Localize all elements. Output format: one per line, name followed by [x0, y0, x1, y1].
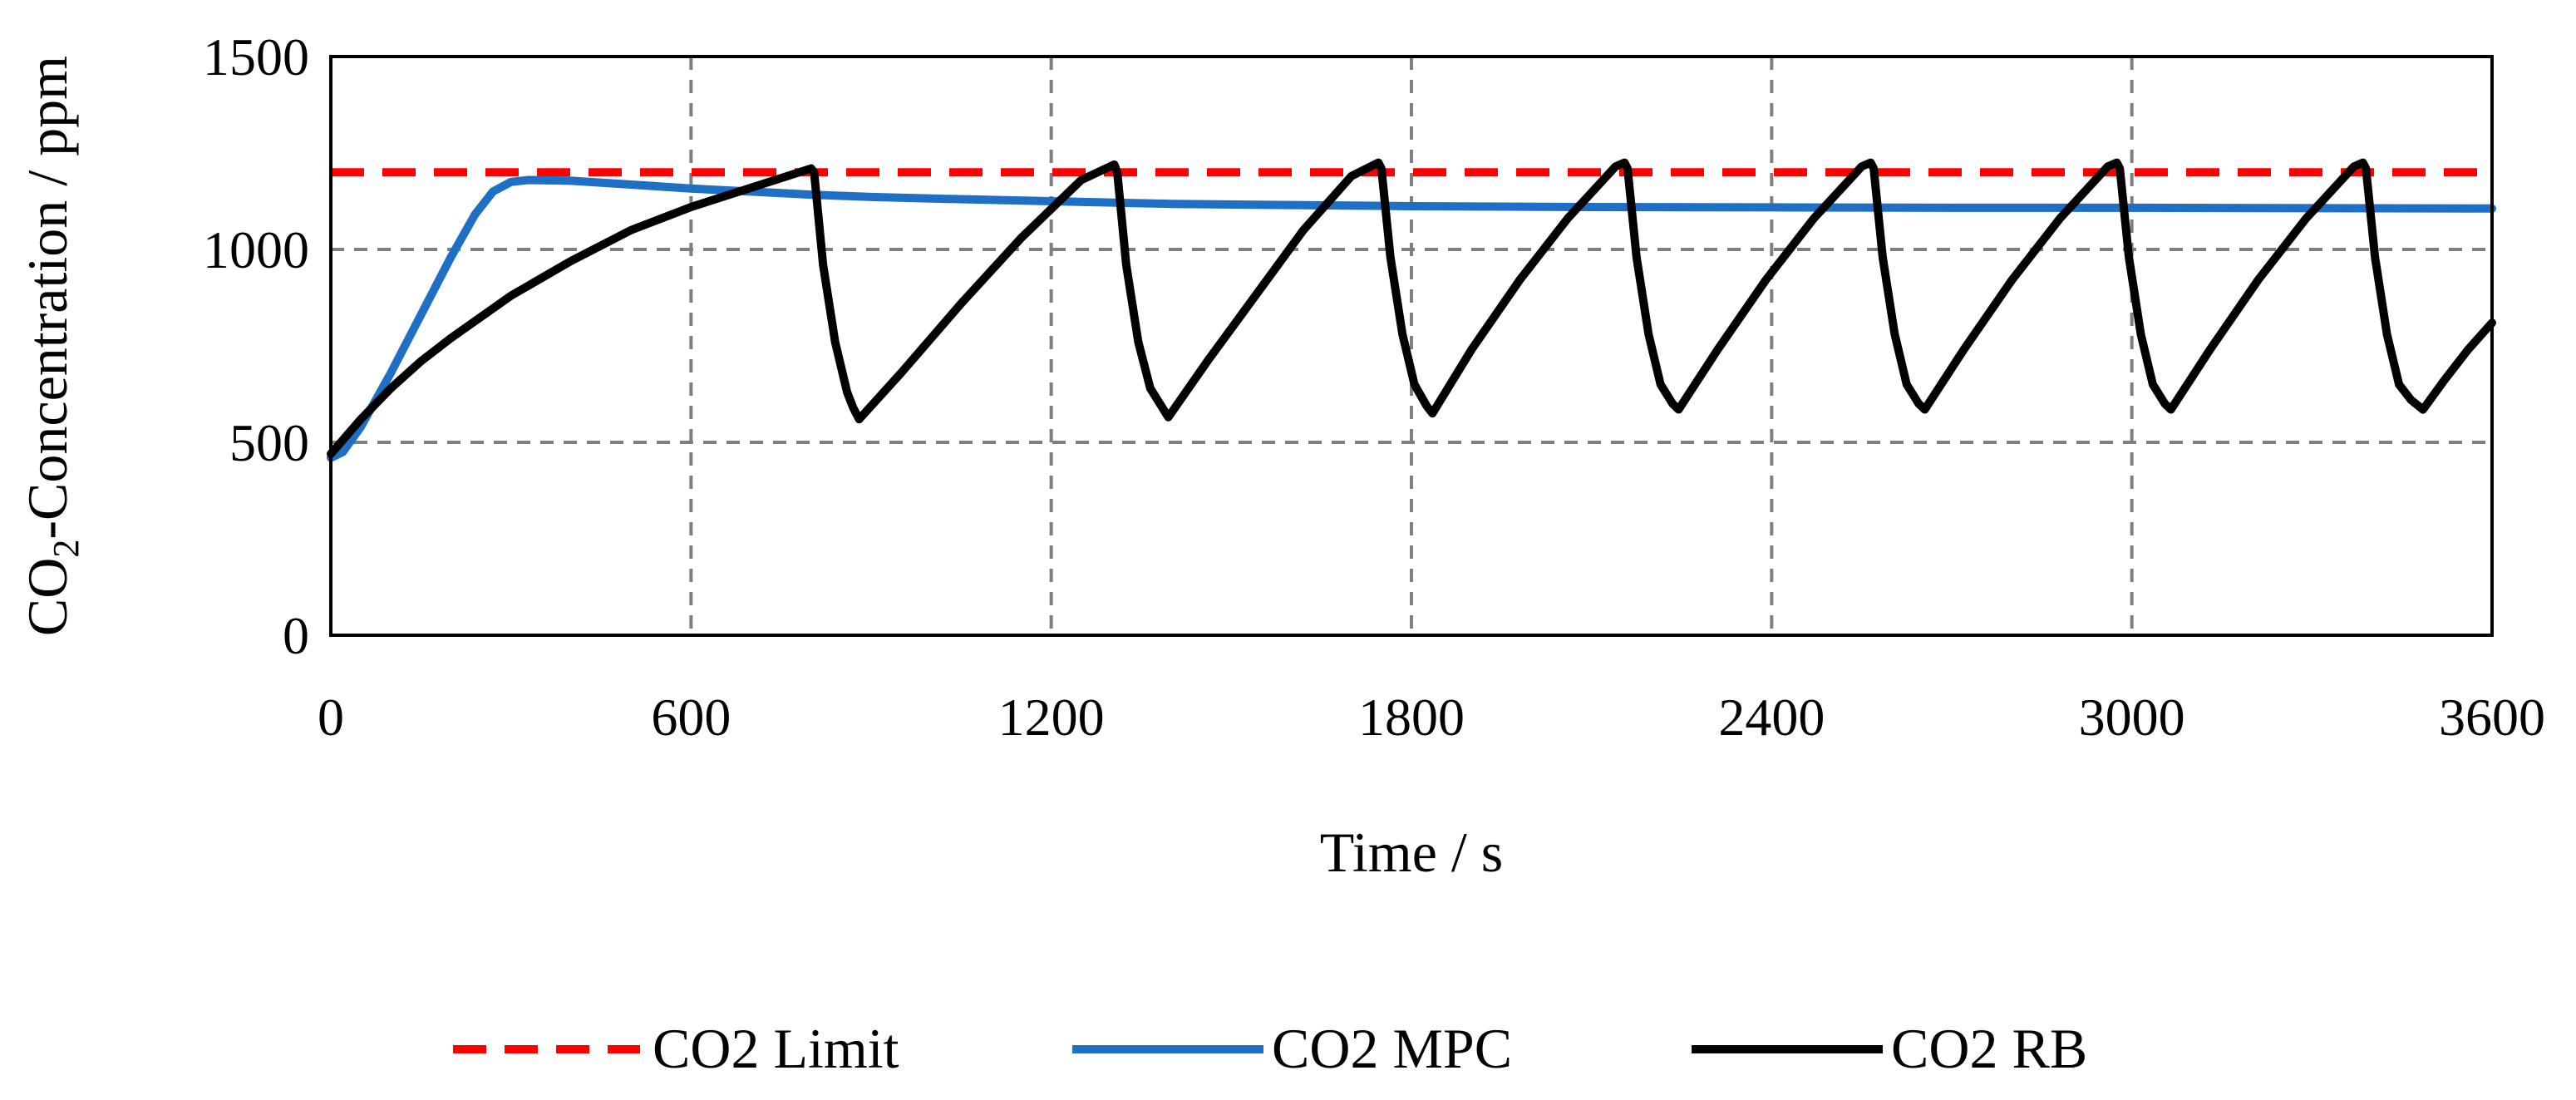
- x-tick-label: 0: [318, 688, 344, 747]
- y-axis-title-subscript: 2: [46, 540, 86, 558]
- x-tick-label: 3000: [2079, 688, 2185, 747]
- y-axis-title-rest: -Concentration / ppm: [16, 56, 79, 540]
- y-tick-label: 1000: [203, 220, 309, 279]
- y-tick-label: 500: [229, 413, 309, 472]
- y-axis-title: CO2-Concentration / ppm: [16, 56, 86, 636]
- y-axis-title-main: CO: [16, 558, 79, 636]
- series-group: [327, 158, 2496, 462]
- y-tick-labels: 0 500 1000 1500: [203, 27, 309, 665]
- y-tick-label: 0: [283, 606, 309, 665]
- legend-label-mpc: CO2 MPC: [1272, 1017, 1512, 1080]
- series-line-co2-rb: [327, 158, 2496, 458]
- plot-border: [329, 55, 2494, 637]
- x-tick-label: 3600: [2439, 688, 2545, 747]
- x-tick-label: 1800: [1358, 688, 1465, 747]
- legend-label-rb: CO2 RB: [1891, 1017, 2087, 1080]
- x-tick-label: 2400: [1718, 688, 1825, 747]
- x-tick-label: 600: [651, 688, 731, 747]
- y-tick-label: 1500: [203, 27, 309, 86]
- legend-label-limit: CO2 Limit: [653, 1017, 899, 1080]
- x-axis-title: Time / s: [1320, 821, 1503, 884]
- x-tick-label: 1200: [998, 688, 1105, 747]
- legend: CO2 Limit CO2 MPC CO2 RB: [453, 1017, 2087, 1080]
- x-tick-labels: 0 600 1200 1800 2400 3000 3600: [318, 688, 2545, 747]
